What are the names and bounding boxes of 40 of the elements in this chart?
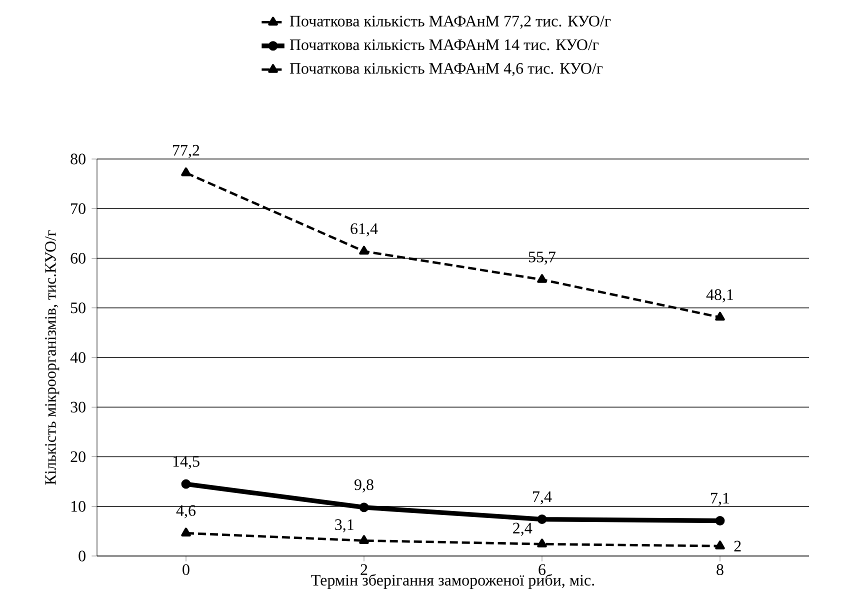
point bbox=[715, 312, 725, 321]
data-label: 48,1 bbox=[706, 289, 734, 302]
point bbox=[359, 502, 369, 512]
legend-label: Початкова кількість МАФАнМ 4,6 тис. КУО/г bbox=[290, 63, 603, 76]
point bbox=[537, 538, 547, 548]
x-tick-label: 8 bbox=[716, 564, 724, 576]
y-tick-label: 20 bbox=[70, 451, 86, 462]
y-tick-label: 70 bbox=[71, 203, 86, 214]
data-label: 77,2 bbox=[173, 144, 200, 158]
data-label: 3,1 bbox=[335, 519, 354, 532]
x-tick-label: 6 bbox=[538, 564, 546, 576]
point bbox=[181, 479, 191, 489]
point bbox=[537, 274, 547, 283]
data-label: 2,4 bbox=[513, 522, 532, 536]
y-tick-label: 10 bbox=[71, 500, 86, 512]
y-tick-label: 80 bbox=[70, 154, 86, 164]
point bbox=[715, 540, 725, 550]
data-label: 61,4 bbox=[350, 223, 378, 236]
y-tick-label: 60 bbox=[70, 252, 86, 264]
data-label: 2 bbox=[734, 540, 741, 552]
x-tick-label: 0 bbox=[182, 564, 190, 576]
y-tick-label: 30 bbox=[70, 402, 86, 413]
data-label: 4,6 bbox=[176, 505, 196, 518]
point bbox=[181, 167, 191, 176]
point bbox=[715, 516, 725, 526]
y-tick-label: 40 bbox=[70, 352, 86, 363]
point bbox=[537, 514, 547, 524]
legend-label: Початкова кількість МАФАнМ 77,2 тис. КУО/г bbox=[290, 16, 611, 29]
point bbox=[181, 528, 191, 537]
data-label: 9,8 bbox=[354, 479, 374, 492]
data-label: 7,4 bbox=[533, 491, 552, 504]
legend-label: Початкова кількість МАФАнМ 14 тис. КУО/г bbox=[290, 39, 599, 50]
data-label: 7,1 bbox=[711, 492, 730, 506]
point bbox=[359, 246, 369, 255]
x-axis-title: Термін зберігання замороженої риби, міс. bbox=[311, 574, 594, 589]
y-axis-title: Кількість мікроорганізмів, тис.КУО/г bbox=[45, 230, 60, 485]
point bbox=[359, 535, 369, 544]
y-tick-label: 0 bbox=[78, 550, 86, 562]
x-tick-label: 2 bbox=[360, 564, 368, 575]
y-tick-label: 50 bbox=[70, 302, 86, 314]
